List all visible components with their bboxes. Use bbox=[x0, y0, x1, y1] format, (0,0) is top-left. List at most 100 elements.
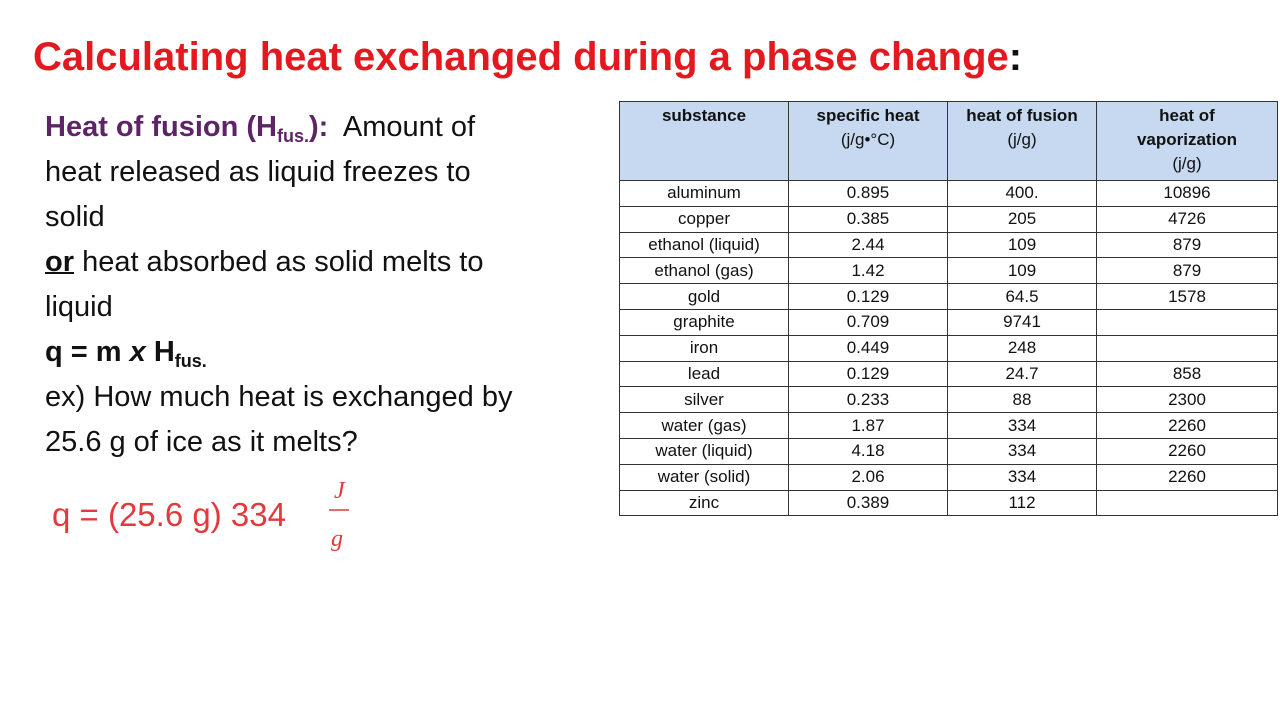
table-cell: 2300 bbox=[1096, 386, 1278, 414]
table-cell: 112 bbox=[947, 489, 1097, 517]
title-colon: : bbox=[1008, 35, 1023, 79]
table-cell: zinc bbox=[619, 489, 789, 517]
example-text: ex) How much heat is exchanged by bbox=[45, 381, 513, 413]
formula: q = m x Hfus. bbox=[45, 330, 207, 375]
table-cell: 64.5 bbox=[947, 283, 1097, 310]
term-close: ): bbox=[309, 111, 329, 143]
data-table: substance specific heat (j/g•°C) heat of fu… bbox=[619, 101, 1278, 517]
header-row: substance specific heat (j/g•°C) heat of fu… bbox=[619, 101, 1278, 181]
table-cell: 0.895 bbox=[788, 180, 948, 207]
table-cell: 205 bbox=[947, 205, 1097, 233]
table-cell bbox=[1096, 489, 1278, 517]
table-body: aluminum 0.895 400. 10896 copper 0.385 205 4726… bbox=[619, 180, 1278, 517]
table-row: water (solid) 2.06 334 2260 bbox=[619, 463, 1278, 491]
fraction-denominator: g bbox=[331, 526, 343, 552]
table-row: aluminum 0.895 400. 10896 bbox=[619, 180, 1278, 207]
table-cell bbox=[1096, 334, 1278, 362]
example-text: 25.6 g of ice as it melts? bbox=[45, 426, 358, 458]
definition-text: heat released as liquid freezes to bbox=[45, 156, 471, 188]
table-row: iron 0.449 248 bbox=[619, 334, 1278, 362]
header-cell: substance bbox=[619, 101, 789, 181]
header-unit: (j/g•°C) bbox=[840, 130, 896, 149]
header-name: heat of vaporization bbox=[1136, 106, 1238, 149]
formula-start: q = m bbox=[45, 336, 122, 368]
table-cell: 334 bbox=[947, 437, 1097, 465]
table-cell: 334 bbox=[947, 463, 1097, 491]
table-cell: water (gas) bbox=[619, 412, 789, 439]
table-cell: copper bbox=[619, 205, 789, 233]
table-cell bbox=[1096, 308, 1278, 336]
table-cell: 10896 bbox=[1096, 180, 1278, 207]
table-cell: aluminum bbox=[619, 180, 789, 207]
term-text: Heat of fusion (H bbox=[45, 111, 277, 143]
table-cell: 1.87 bbox=[788, 412, 948, 439]
table-cell: iron bbox=[619, 334, 789, 362]
table-cell: 2260 bbox=[1096, 412, 1278, 439]
work-text: q = (25.6 g) 334 bbox=[52, 496, 286, 533]
table-row: zinc 0.389 112 bbox=[619, 489, 1278, 517]
table-cell: 0.385 bbox=[788, 205, 948, 233]
header-cell: specific heat (j/g•°C) bbox=[788, 101, 948, 181]
table-cell: ethanol (liquid) bbox=[619, 231, 789, 259]
keyword: or bbox=[45, 246, 74, 278]
header-cell: heat of vaporization (j/g) bbox=[1096, 101, 1278, 181]
table-cell: lead bbox=[619, 360, 789, 388]
table-cell: 879 bbox=[1096, 257, 1278, 285]
table-cell: water (solid) bbox=[619, 463, 789, 491]
alternative-line: or heat absorbed as solid melts to bbox=[45, 240, 483, 285]
table-row: ethanol (gas) 1.42 109 879 bbox=[619, 257, 1278, 285]
table-row: water (gas) 1.87 334 2260 bbox=[619, 412, 1278, 439]
table-cell: 88 bbox=[947, 386, 1097, 414]
table-row: copper 0.385 205 4726 bbox=[619, 205, 1278, 233]
table-cell: 9741 bbox=[947, 308, 1097, 336]
alternative-text: heat absorbed as solid melts to bbox=[82, 246, 484, 278]
table-row: graphite 0.709 9741 bbox=[619, 308, 1278, 336]
header-name: substance bbox=[661, 106, 747, 125]
table-row: lead 0.129 24.7 858 bbox=[619, 360, 1278, 388]
formula-operator: x bbox=[129, 336, 146, 368]
table-cell: graphite bbox=[619, 308, 789, 336]
table-cell: 2.44 bbox=[788, 231, 948, 259]
table-cell: 2260 bbox=[1096, 437, 1278, 465]
table-cell: 334 bbox=[947, 412, 1097, 439]
table-cell: 879 bbox=[1096, 231, 1278, 259]
fraction-numerator: J bbox=[334, 478, 345, 504]
definition-text: Amount of bbox=[342, 111, 476, 143]
title-text: Calculating heat exchanged during a phas… bbox=[33, 35, 1009, 79]
table-cell: ethanol (gas) bbox=[619, 257, 789, 285]
slide-title: Calculating heat exchanged during a phas… bbox=[33, 32, 1022, 82]
table-cell: 0.233 bbox=[788, 386, 948, 414]
table-row: ethanol (liquid) 2.44 109 879 bbox=[619, 231, 1278, 259]
table-row: gold 0.129 64.5 1578 bbox=[619, 283, 1278, 310]
header-name: specific heat bbox=[816, 106, 920, 125]
header-cell: heat of fusion (j/g) bbox=[947, 101, 1097, 181]
table-cell: 858 bbox=[1096, 360, 1278, 388]
table-cell: 0.129 bbox=[788, 283, 948, 310]
table-row: silver 0.233 88 2300 bbox=[619, 386, 1278, 414]
table-cell: 1578 bbox=[1096, 283, 1278, 310]
table-cell: 0.129 bbox=[788, 360, 948, 388]
formula-subscript: fus. bbox=[174, 351, 207, 371]
alternative-text: liquid bbox=[45, 291, 113, 323]
fraction-bar bbox=[329, 509, 349, 511]
table-cell: water (liquid) bbox=[619, 437, 789, 465]
table-row: water (liquid) 4.18 334 2260 bbox=[619, 437, 1278, 465]
table-cell: 400. bbox=[947, 180, 1097, 207]
table-cell: 0.389 bbox=[788, 489, 948, 517]
header-unit: (j/g) bbox=[1172, 154, 1202, 173]
table-cell: 0.709 bbox=[788, 308, 948, 336]
table-cell: 248 bbox=[947, 334, 1097, 362]
table-cell: 4.18 bbox=[788, 437, 948, 465]
table-cell: 0.449 bbox=[788, 334, 948, 362]
definition-text: solid bbox=[45, 201, 105, 233]
table-cell: 109 bbox=[947, 257, 1097, 285]
table-cell: 24.7 bbox=[947, 360, 1097, 388]
table-cell: 2.06 bbox=[788, 463, 948, 491]
table-cell: 4726 bbox=[1096, 205, 1278, 233]
table-cell: silver bbox=[619, 386, 789, 414]
header-name: heat of fusion bbox=[966, 106, 1078, 125]
table-cell: 1.42 bbox=[788, 257, 948, 285]
table-cell: gold bbox=[619, 283, 789, 310]
term: Heat of fusion (Hfus.): bbox=[45, 111, 329, 145]
